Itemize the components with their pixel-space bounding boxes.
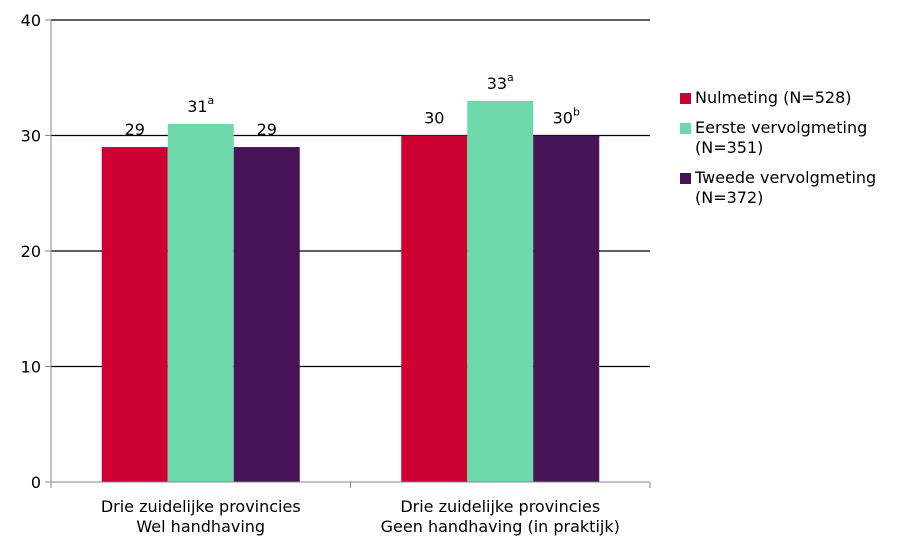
data-label-superscript: b: [573, 106, 580, 119]
legend-swatch: [680, 123, 691, 134]
y-tick-label: 10: [21, 358, 41, 377]
bar: [401, 135, 468, 482]
data-label-superscript: a: [507, 71, 514, 84]
bar: [101, 147, 168, 483]
legend-label-line: Eerste vervolgmeting: [695, 118, 868, 137]
legend-swatch: [680, 93, 691, 104]
data-label-value: 29: [125, 120, 145, 139]
legend-swatch: [680, 173, 691, 184]
y-tick-label: 30: [21, 127, 41, 146]
legend-label: Tweede vervolgmeting (N=372): [695, 168, 876, 208]
legend-label-line: Tweede vervolgmeting: [695, 168, 877, 187]
bar: [167, 123, 234, 482]
legend-item: Nulmeting (N=528): [680, 88, 910, 108]
data-label: 29: [257, 120, 277, 139]
y-tick-label: 20: [21, 242, 41, 261]
y-tick-label: 40: [21, 11, 41, 30]
data-label: 30: [424, 109, 444, 128]
data-label: 33a: [487, 71, 514, 93]
data-label-value: 30: [553, 109, 573, 128]
y-tick-label: 0: [31, 473, 41, 492]
legend-label-line: (N=351): [695, 138, 764, 157]
data-label-value: 33: [487, 74, 507, 93]
legend-item: Eerste vervolgmeting (N=351): [680, 118, 910, 158]
data-label-value: 30: [424, 109, 444, 128]
data-label: 30b: [553, 106, 580, 128]
data-label-superscript: a: [208, 94, 215, 107]
category-label: Drie zuidelijke provincies: [400, 497, 600, 516]
data-label: 29: [125, 120, 145, 139]
bar: [533, 135, 600, 482]
category-label: Drie zuidelijke provincies: [101, 497, 301, 516]
legend-label-line: (N=372): [695, 188, 764, 207]
bar: [233, 147, 300, 483]
legend: Nulmeting (N=528) Eerste vervolgmeting (N=…: [680, 88, 910, 218]
legend-label-line: Nulmeting (N=528): [695, 88, 852, 107]
category-label: Wel handhaving: [136, 517, 265, 536]
data-label-value: 31: [187, 97, 207, 116]
legend-item: Tweede vervolgmeting (N=372): [680, 168, 910, 208]
bar: [467, 100, 534, 482]
legend-label: Nulmeting (N=528): [695, 88, 851, 108]
data-label-value: 29: [257, 120, 277, 139]
category-label: Geen handhaving (in praktijk): [381, 517, 620, 536]
legend-label: Eerste vervolgmeting (N=351): [695, 118, 867, 158]
data-label: 31a: [187, 94, 214, 116]
